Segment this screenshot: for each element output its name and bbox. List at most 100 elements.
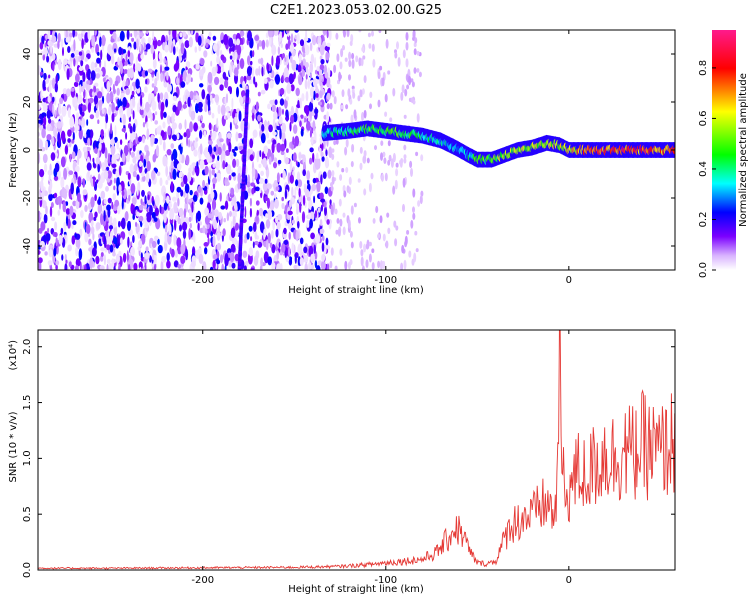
- spectrogram-cell: [204, 165, 209, 176]
- spectrogram-cell: [214, 209, 219, 218]
- spectrogram-cell: [257, 91, 261, 97]
- spectrogram-cell: [148, 93, 152, 105]
- spectrogram-cell: [252, 241, 255, 249]
- y-tick-label: 1.0: [22, 450, 33, 466]
- spectrogram-cell: [250, 182, 255, 187]
- spectrogram-cell: [268, 72, 272, 77]
- spectrogram-cell: [293, 124, 298, 134]
- spectrogram-cell: [307, 78, 310, 90]
- spectrogram-cell: [53, 43, 59, 48]
- spectrogram-cell: [75, 73, 80, 83]
- spectrogram-cell: [38, 210, 41, 223]
- spectrogram-cell: [268, 156, 272, 165]
- spectrogram-cell: [216, 230, 221, 242]
- spectrogram-cell: [157, 39, 162, 47]
- spectrogram-cell: [247, 55, 251, 66]
- spectrogram-cell: [208, 110, 212, 116]
- spectrogram-cell: [385, 240, 389, 249]
- spectrogram-cell: [223, 34, 229, 46]
- spectrogram-cell: [340, 48, 344, 58]
- spectrogram-cell: [110, 138, 115, 146]
- spectrogram-cell: [153, 217, 158, 222]
- spectrogram-cell: [282, 53, 285, 59]
- spectrogram-cell: [181, 142, 184, 147]
- spectrogram-cell: [127, 46, 131, 52]
- spectrogram-cell: [410, 167, 413, 177]
- spectrogram-cell: [319, 136, 323, 145]
- spectrogram-cell: [111, 102, 115, 114]
- spectrogram-cell: [355, 55, 359, 63]
- spectrogram-cell: [366, 157, 370, 164]
- spectrogram-cell: [183, 208, 187, 219]
- spectrogram-cell: [320, 204, 323, 212]
- spectrogram-cell: [95, 73, 101, 79]
- spectrogram-cell: [248, 247, 253, 257]
- spectrogram-cell: [132, 214, 135, 220]
- spectrogram-cell: [349, 98, 353, 105]
- spectrogram-cell: [298, 53, 302, 64]
- spectrogram-cell: [229, 64, 232, 77]
- spectrogram-cell: [50, 202, 54, 208]
- spectrogram-cell: [215, 64, 218, 74]
- spectrogram-cell: [255, 68, 260, 76]
- spectrogram-cell: [202, 179, 206, 189]
- spectrogram-cell: [116, 87, 120, 96]
- spectrogram-cell: [309, 218, 313, 229]
- spectrogram-cell: [163, 202, 168, 211]
- spectrogram-cell: [168, 202, 172, 208]
- spectrogram-cell: [212, 35, 217, 41]
- spectrogram-cell: [381, 77, 385, 87]
- spectrogram-cell: [197, 222, 200, 231]
- spectrogram-cell: [279, 30, 284, 33]
- spectrogram-cell: [167, 175, 171, 181]
- spectrogram-cell: [310, 253, 315, 263]
- spectrogram-cell: [132, 235, 135, 243]
- spectrogram-cell: [244, 206, 247, 218]
- spectrogram-cell: [90, 226, 95, 235]
- spectrogram-cell: [180, 244, 186, 255]
- spectrogram-cell: [284, 98, 288, 109]
- spectrogram-cell: [278, 242, 281, 248]
- spectrogram-cell: [279, 31, 282, 37]
- spectrogram-cell: [204, 103, 208, 113]
- spectrogram-cell: [412, 206, 415, 213]
- spectrogram-cell: [111, 201, 114, 210]
- spectrogram-cell: [85, 224, 91, 234]
- spectrogram-cell: [103, 170, 109, 180]
- spectrogram-cell: [173, 63, 179, 72]
- spectrogram-cell: [176, 186, 182, 193]
- spectrogram-cell: [190, 30, 194, 36]
- spectrogram-cell: [314, 260, 318, 269]
- spectrogram-cell: [48, 102, 53, 111]
- spectrogram-cell: [131, 197, 137, 206]
- colorbar-tick-label: 0.0: [698, 262, 709, 278]
- spectrogram-cell: [410, 78, 414, 83]
- spectrogram-cell: [320, 198, 326, 203]
- spectrogram-cell: [261, 66, 264, 77]
- spectrogram-cell: [229, 251, 235, 263]
- spectrogram-cell: [302, 195, 306, 206]
- spectrogram-cell: [189, 121, 193, 133]
- spectrogram-cell: [252, 129, 258, 138]
- spectrogram-cell: [117, 56, 120, 66]
- spectrogram-cell: [208, 144, 213, 155]
- spectrogram-cell: [138, 32, 145, 37]
- spectrogram-cell: [219, 138, 224, 143]
- spectrogram-cell: [52, 61, 55, 72]
- spectrogram-cell: [185, 61, 191, 68]
- spectrogram-cell: [228, 37, 234, 48]
- spectrogram-cell: [249, 207, 252, 218]
- spectrogram-cell: [342, 226, 346, 236]
- spectrogram-cell: [75, 246, 79, 257]
- colorbar-label: Normalized spectral amplitude: [738, 73, 749, 227]
- spectrogram-cell: [151, 83, 155, 88]
- spectrogram-cell: [121, 152, 126, 163]
- spectrogram-cell: [164, 44, 169, 53]
- spectrogram-cell: [326, 103, 330, 110]
- spectrogram-cell: [60, 227, 64, 235]
- spectrogram-cell: [126, 106, 131, 118]
- spectrogram-cell: [319, 55, 323, 61]
- spectrogram-cell: [305, 73, 308, 80]
- spectrogram-cell: [403, 158, 407, 164]
- spectrogram-cell: [87, 137, 91, 146]
